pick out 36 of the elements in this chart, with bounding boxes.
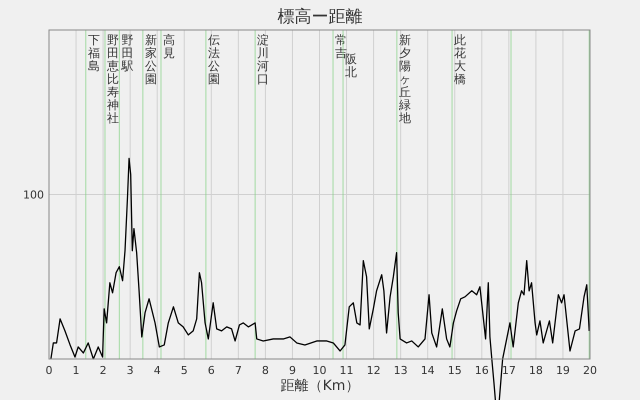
ref-line-label: 下福島 bbox=[88, 33, 100, 73]
chart-title: 標高ー距離 bbox=[278, 7, 362, 27]
ref-line-label: 新夕陽ヶ丘緑地 bbox=[398, 33, 411, 125]
ref-line-label: 阪北 bbox=[345, 52, 358, 79]
x-tick-label: 8 bbox=[262, 364, 269, 377]
x-tick-label: 3 bbox=[126, 364, 134, 377]
x-tick-label: 1 bbox=[72, 364, 80, 377]
ref-line: 野田駅 bbox=[118, 30, 134, 360]
x-tick-label: 6 bbox=[208, 364, 215, 377]
ref-line-label: 伝法公園 bbox=[208, 33, 220, 86]
x-tick-label: 20 bbox=[583, 364, 597, 377]
x-axis-title: 距離（Km） bbox=[280, 378, 360, 394]
x-tick-label: 7 bbox=[234, 364, 242, 377]
ref-line: 野田恵比寿神社 bbox=[104, 30, 119, 360]
x-tick-label: 15 bbox=[448, 364, 462, 377]
x-tick-label: 12 bbox=[366, 364, 381, 377]
x-tick-label: 17 bbox=[502, 364, 516, 377]
x-tick-label: 13 bbox=[394, 364, 408, 377]
x-tick-label: 2 bbox=[100, 364, 107, 377]
x-tick-label: 16 bbox=[474, 364, 489, 377]
ref-line: 新家公園 bbox=[142, 30, 157, 360]
x-tick-label: 11 bbox=[340, 364, 354, 377]
x-tick-label: 0 bbox=[46, 364, 52, 377]
x-tick-label: 18 bbox=[528, 364, 543, 377]
ref-line-label: 新家公園 bbox=[144, 33, 157, 86]
ref-line-label: 此花大橋 bbox=[454, 33, 466, 86]
ref-line-label: 野田駅 bbox=[120, 33, 134, 73]
ref-line-label: 淀川河口 bbox=[257, 33, 270, 86]
x-tick-label: 19 bbox=[556, 364, 570, 377]
x-tick-label: 4 bbox=[154, 364, 161, 377]
ref-line-label: 野田恵比寿神社 bbox=[106, 33, 119, 125]
x-tick-label: 14 bbox=[420, 364, 435, 377]
x-tick-label: 5 bbox=[180, 364, 188, 377]
ref-line-label: 高見 bbox=[162, 33, 175, 60]
x-tick-label: 9 bbox=[288, 364, 296, 377]
x-tick-label: 10 bbox=[312, 364, 326, 377]
